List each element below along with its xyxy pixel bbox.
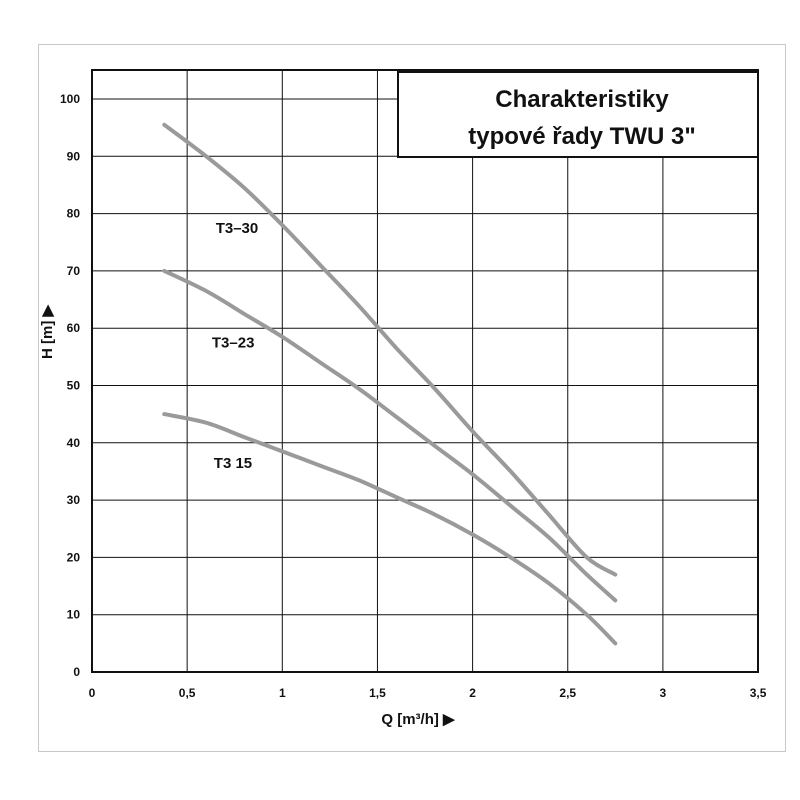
curve-t3-30 <box>162 122 618 577</box>
x-axis-ticks: 0 0,5 1 1,5 2 2,5 3 3,5 <box>89 686 767 700</box>
curve-t3-15 <box>162 412 618 646</box>
title-line-2: typové řady TWU 3" <box>468 123 695 150</box>
title-line-1: Charakteristiky <box>495 86 669 113</box>
curve-t3-23 <box>162 268 618 603</box>
y-tick-label: 40 <box>67 436 81 450</box>
curve-labels: T3–30 T3–23 T3 15 <box>212 220 258 472</box>
y-tick-label: 60 <box>67 321 81 335</box>
x-tick-label: 1,5 <box>369 686 386 700</box>
x-axis-title: Q [m³/h] ▶ <box>381 711 456 728</box>
y-tick-label: 90 <box>67 149 81 163</box>
y-tick-label: 50 <box>67 379 81 393</box>
x-tick-label: 3 <box>660 686 667 700</box>
y-tick-label: 30 <box>67 493 81 507</box>
y-tick-label: 0 <box>73 665 80 679</box>
y-tick-label: 70 <box>67 264 81 278</box>
x-tick-label: 0 <box>89 686 96 700</box>
curve-label: T3 15 <box>214 455 252 472</box>
x-tick-label: 3,5 <box>750 686 767 700</box>
plot-area <box>91 69 759 673</box>
x-tick-label: 1 <box>279 686 286 700</box>
title-box: Charakteristiky typové řady TWU 3" <box>397 71 759 158</box>
chart-frame <box>38 44 786 752</box>
y-tick-label: 80 <box>67 207 81 221</box>
x-tick-label: 0,5 <box>179 686 196 700</box>
y-tick-label: 10 <box>67 608 81 622</box>
y-axis-title: H [m] ▶ <box>39 304 56 359</box>
curves <box>162 122 618 646</box>
curve-label: T3–23 <box>212 335 255 352</box>
grid <box>92 70 758 672</box>
x-tick-label: 2 <box>469 686 476 700</box>
y-tick-label: 20 <box>67 550 81 564</box>
y-axis-ticks: 0 10 20 30 40 50 60 70 80 90 100 <box>60 92 80 679</box>
curve-label: T3–30 <box>216 220 259 237</box>
x-tick-label: 2,5 <box>559 686 576 700</box>
y-tick-label: 100 <box>60 92 80 106</box>
